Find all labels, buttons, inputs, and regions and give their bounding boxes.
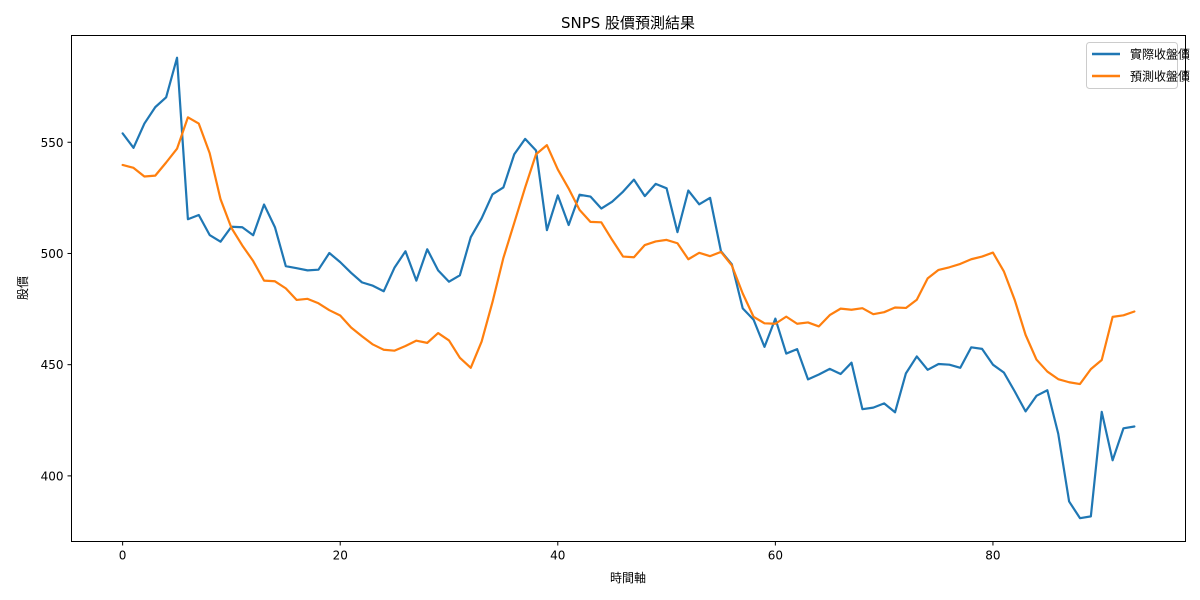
series-line-1: [121, 116, 1136, 386]
x-axis: 0 20 40 60 80: [119, 541, 1001, 563]
x-tick-label: 20: [333, 549, 348, 563]
x-tick-label: 60: [768, 549, 783, 563]
legend-label-actual: 實際收盤價: [1130, 47, 1190, 62]
plot-lines: [121, 56, 1136, 520]
x-tick-label: 80: [985, 549, 1000, 563]
legend-label-predicted: 預測收盤價: [1130, 70, 1190, 84]
y-tick-label: 400: [41, 469, 64, 483]
y-tick-label: 450: [41, 358, 64, 372]
chart-title: SNPS 股價預測結果: [561, 14, 695, 32]
series-line-0: [121, 56, 1136, 520]
y-axis: 400 450 500 550: [41, 136, 72, 483]
y-tick-label: 500: [41, 247, 64, 261]
plot-frame: [71, 35, 1186, 542]
y-tick-label: 550: [41, 136, 64, 150]
x-axis-label: 時間軸: [610, 571, 646, 585]
legend: 實際收盤價 預測收盤價: [1086, 42, 1190, 89]
x-tick-label: 40: [550, 549, 565, 563]
y-axis-label: 股價: [16, 276, 30, 300]
x-tick-label: 0: [119, 549, 127, 563]
